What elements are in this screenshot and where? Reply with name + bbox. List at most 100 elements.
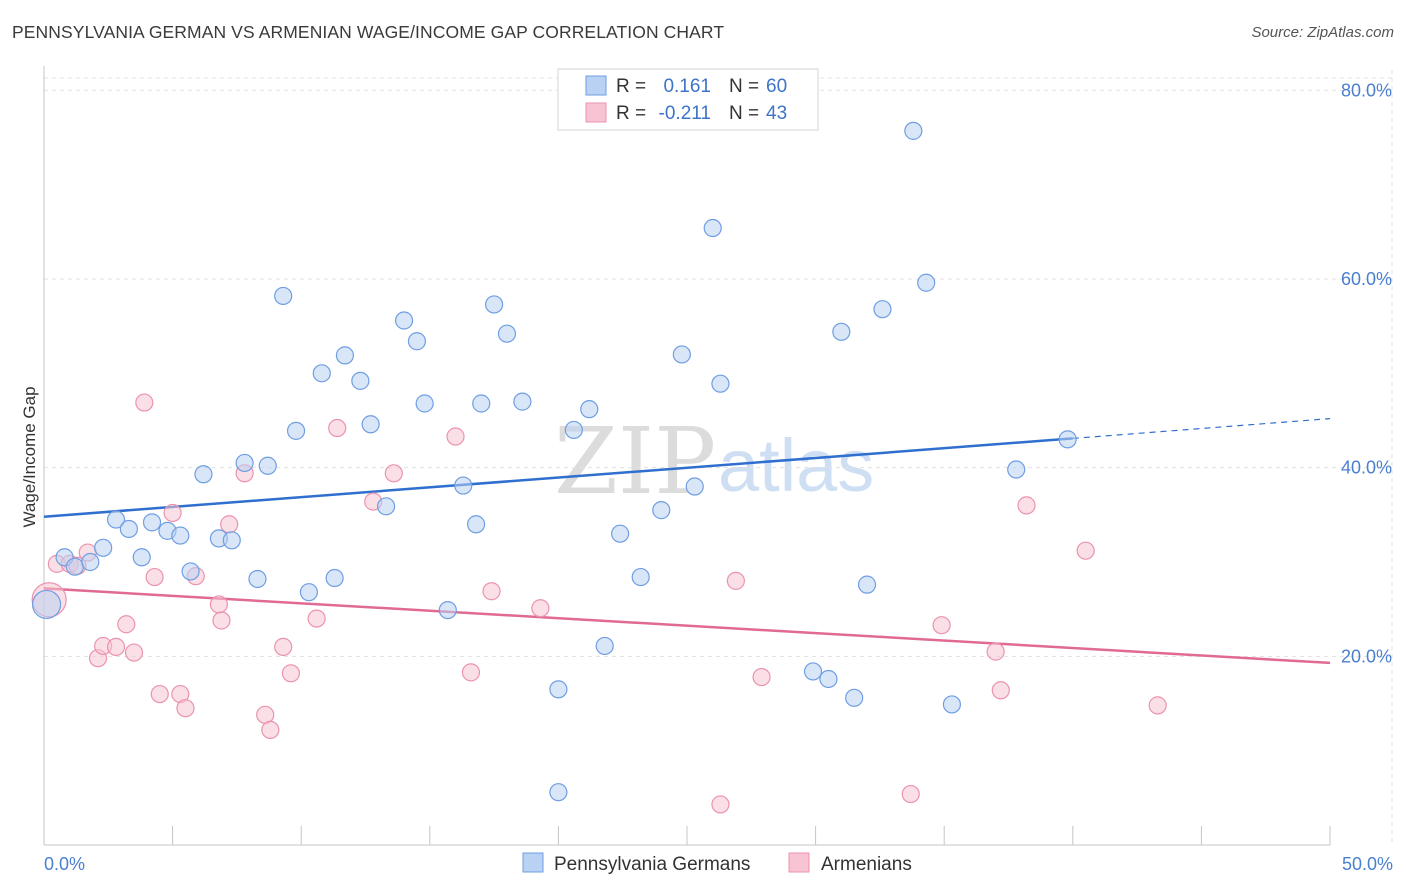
pennsylvania-germans-point [394,311,414,330]
pennsylvania-germans-point [81,552,100,572]
pennsylvania-germans-point [415,394,434,413]
armenians-point [256,705,275,724]
x-tick-label: 0.0% [44,854,85,874]
armenians-point [220,515,239,534]
pennsylvania-germans-point [711,374,730,393]
pennsylvania-germans-point [274,286,293,306]
pennsylvania-germans-point [472,394,491,413]
armenians-point [328,418,347,438]
bottom-legend-label: Pennsylvania Germans [554,854,750,875]
pennsylvania-germans-point [258,456,277,475]
armenians-point [176,699,195,718]
pennsylvania-germans-point [549,783,568,802]
trend-lines [43,417,1331,665]
legend-swatch-armenians [585,102,607,123]
trend-line-armenians [43,587,1331,665]
pennsylvania-germans-point [917,273,936,292]
trend-line-pennsylvania-germans [43,437,1073,518]
armenians-point [163,503,182,523]
pennsylvania-germans-point [171,526,190,545]
armenians-point [1017,496,1036,515]
pennsylvania-germans-point [611,524,630,543]
armenians-point [124,643,144,662]
armenians-point [726,571,745,590]
legend-r-label: R = [616,103,646,124]
armenians-point [932,616,951,635]
pennsylvania-germans-point [1007,460,1026,479]
armenians-point [384,464,403,483]
pennsylvania-germans-point [454,476,473,495]
y-axis-title: Wage/Income Gap [20,386,39,527]
pennsylvania-germans-point [106,510,126,529]
pennsylvania-germans-point [580,400,599,419]
pennsylvania-germans-point [672,345,691,364]
watermark-atlas: atlas [718,424,874,507]
pennsylvania-germans-point [845,688,864,707]
pennsylvania-germans-point [873,300,892,319]
pennsylvania-germans-point [466,515,486,534]
pennsylvania-germans-point [703,218,722,238]
armenians-point [446,427,465,446]
pennsylvania-germans-point [376,497,396,516]
legend-n-label: N = [729,76,759,97]
armenians-point [145,567,164,587]
legend-r-label: R = [616,76,646,97]
pennsylvania-germans-point [132,548,151,567]
pennsylvania-germans-point [351,371,370,390]
y-tick-label: 80.0% [1341,80,1392,100]
legend-r-value: 0.161 [663,76,711,97]
armenians-point [117,615,136,634]
pennsylvania-germans-point [65,557,84,576]
armenians-point [307,609,326,628]
y-tick-label: 20.0% [1341,646,1392,666]
pennsylvania-germans-point [248,569,267,589]
pennsylvania-germans-point [685,477,704,496]
bottom-legend-label: Armenians [821,854,912,875]
armenians-point [986,642,1005,661]
legend-n-value: 43 [766,103,787,124]
pennsylvania-germans-point [485,295,504,314]
pennsylvania-germans-point [286,421,306,440]
pennsylvania-germans-point [94,538,113,557]
armenians-point [150,684,169,704]
watermark: ZIP atlas [554,408,874,515]
armenians-point [261,720,280,740]
bottom-legend-swatch-pennsylvania-germans [522,852,544,873]
axes [43,66,1331,846]
pennsylvania-germans-point [832,322,851,341]
armenians-point [1148,696,1167,715]
armenians-point [752,667,771,687]
pennsylvania-germans-point [119,519,138,539]
pennsylvania-germans-point [181,562,200,581]
series-legend: Pennsylvania Germans Armenians [522,852,912,875]
legend-n-value: 60 [766,76,787,97]
pennsylvania-germans-point [142,513,162,532]
pennsylvania-germans-point [31,589,62,620]
pennsylvania-germans-points [31,121,1077,802]
pennsylvania-germans-point [803,662,823,681]
armenians-point [1076,541,1095,560]
armenians-point [991,681,1010,700]
pennsylvania-germans-point [497,324,517,343]
correlation-legend: R = 0.161 N = 60 R = -0.211 N = 43 [557,68,819,131]
pennsylvania-germans-point [904,121,923,140]
armenians-point [901,784,920,804]
armenians-point [106,637,126,656]
chart-source: Source: ZipAtlas.com [1251,24,1394,41]
armenians-point [212,611,231,630]
y-tick-labels: 20.0% 40.0% 60.0% 80.0% [1341,80,1392,666]
pennsylvania-germans-point [652,501,671,520]
pennsylvania-germans-point [407,332,427,351]
pennsylvania-germans-point [312,364,331,383]
armenians-point [711,795,730,814]
legend-n-label: N = [729,103,759,124]
armenians-point [482,582,501,601]
armenians-point [209,595,228,614]
armenians-point [531,599,550,618]
pennsylvania-germans-point [299,583,319,602]
pennsylvania-germans-point [325,568,344,588]
armenians-point [461,663,481,682]
pennsylvania-germans-point [222,531,241,550]
x-tick-label: 50.0% [1342,854,1393,874]
